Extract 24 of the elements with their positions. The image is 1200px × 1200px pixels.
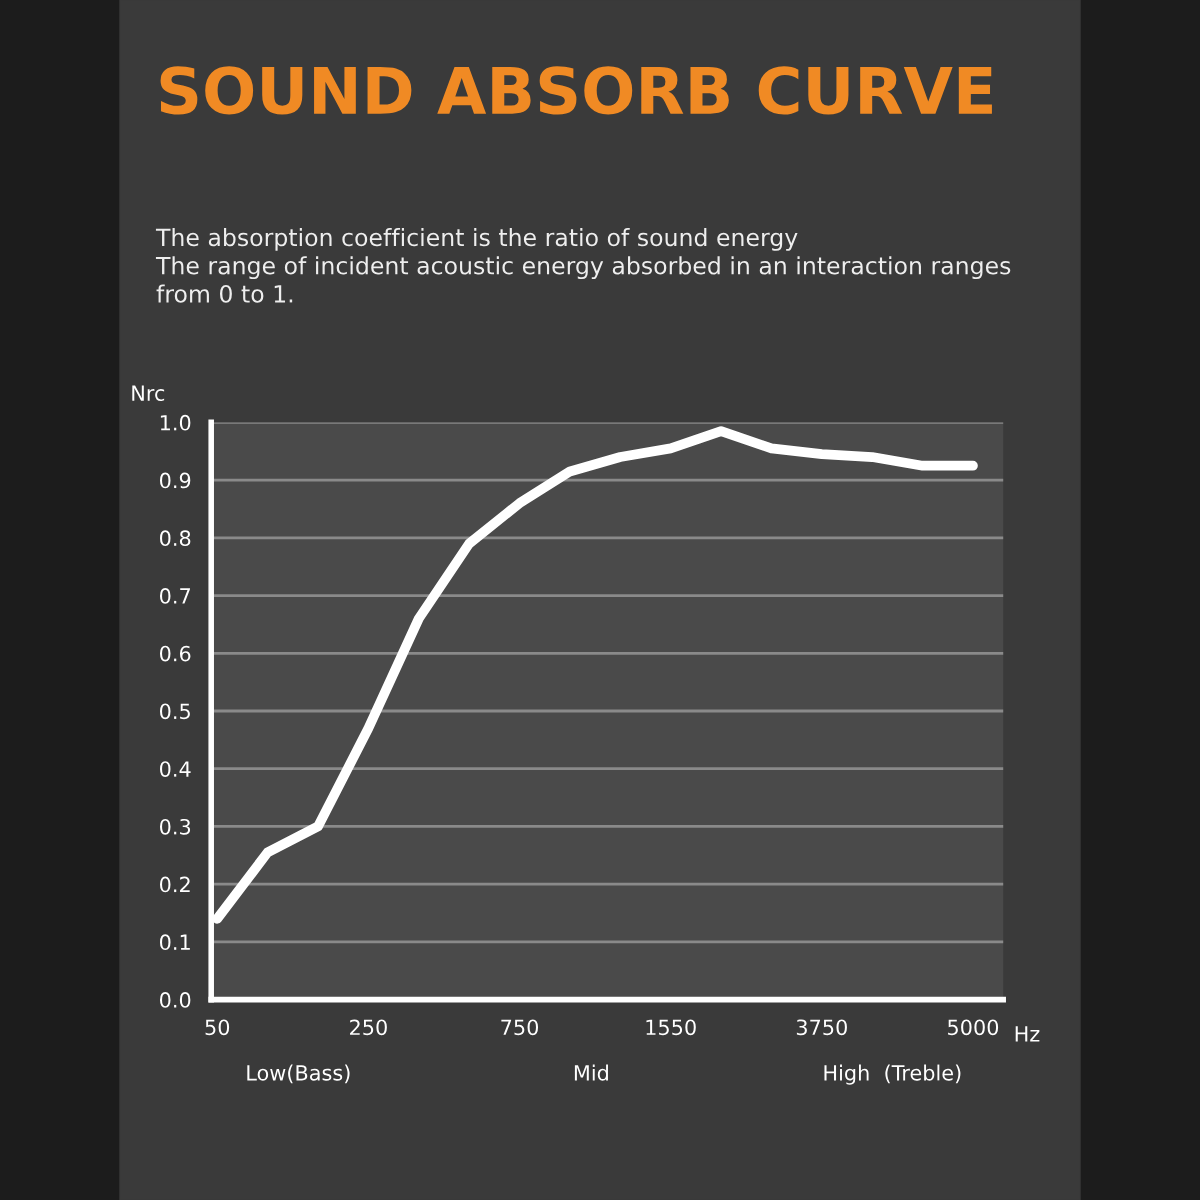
- x-axis-title: Hz: [1015, 1026, 1040, 1042]
- y-tick-label: 0.4: [160, 761, 191, 777]
- y-tick-label: 0.2: [160, 876, 190, 893]
- x-tick-label: 3750: [796, 1019, 847, 1036]
- y-tick-label: 0.0: [160, 992, 191, 1008]
- x-tick-label: 750: [501, 1019, 539, 1036]
- chart-subtitle: The absorption coefficient is the ratio of sound energy The range of incident acoustic energy absorbed in an interaction ranges from 0 to 1.: [155, 228, 1011, 303]
- x-tick-label: 250: [350, 1019, 387, 1036]
- x-tick-label: 5000: [948, 1019, 999, 1036]
- y-tick-label: 0.3: [160, 818, 191, 835]
- text: Low(Bass): [247, 1064, 350, 1084]
- y-tick-label: 1.0: [160, 414, 191, 431]
- y-tick-label: 0.6: [160, 645, 191, 662]
- text: High (Treble): [824, 1064, 961, 1085]
- x-tick-label: 50: [205, 1019, 230, 1036]
- y-tick-label: 0.7: [160, 588, 190, 604]
- y-tick-label: 0.5: [160, 703, 190, 720]
- chart-title: SOUND ABSORB CURVE: [160, 66, 992, 115]
- x-tick-label: 1550: [646, 1019, 696, 1036]
- y-tick-label: 0.9: [160, 472, 191, 489]
- y-axis-title: Nrc: [132, 385, 165, 402]
- y-tick-label: 0.8: [160, 530, 191, 547]
- y-tick-label: 0.1: [160, 934, 190, 951]
- text: Mid: [574, 1064, 608, 1081]
